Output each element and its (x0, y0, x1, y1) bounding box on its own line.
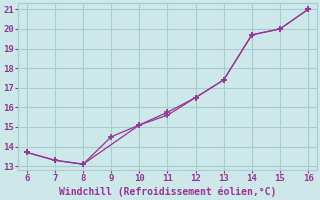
X-axis label: Windchill (Refroidissement éolien,°C): Windchill (Refroidissement éolien,°C) (59, 186, 276, 197)
